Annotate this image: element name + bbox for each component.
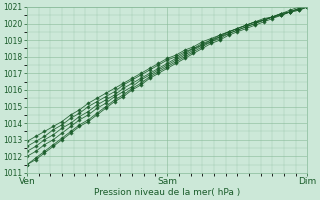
X-axis label: Pression niveau de la mer( hPa ): Pression niveau de la mer( hPa )	[94, 188, 240, 197]
